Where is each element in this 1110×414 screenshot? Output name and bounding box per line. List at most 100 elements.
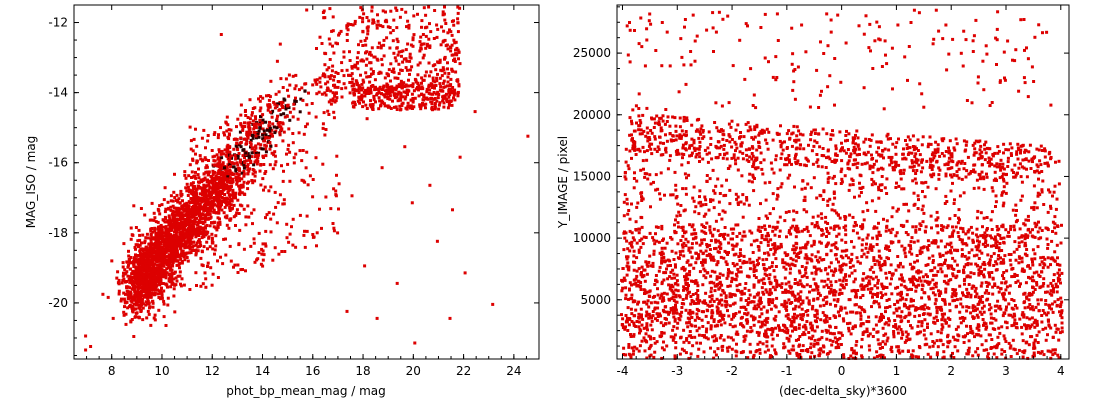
scatter-point xyxy=(139,310,143,313)
scatter-point xyxy=(182,203,186,207)
scatter-point xyxy=(1058,310,1061,314)
scatter-point xyxy=(253,149,257,152)
scatter-point xyxy=(374,100,377,104)
scatter-point xyxy=(188,234,192,238)
scatter-point xyxy=(446,75,450,79)
scatter-point xyxy=(267,211,271,215)
scatter-point xyxy=(1035,281,1039,284)
scatter-point xyxy=(975,248,979,252)
scatter-point xyxy=(171,204,175,208)
scatter-point xyxy=(172,249,176,253)
scatter-point xyxy=(433,9,437,12)
scatter-point xyxy=(187,238,191,242)
scatter-point xyxy=(147,286,151,290)
scatter-point xyxy=(1058,263,1062,267)
scatter-point xyxy=(410,201,414,205)
scatter-point xyxy=(225,177,229,181)
scatter-point xyxy=(420,76,424,80)
scatter-point xyxy=(117,292,121,296)
scatter-point xyxy=(236,163,240,167)
scatter-point xyxy=(1004,228,1008,232)
scatter-point xyxy=(403,145,407,149)
scatter-point xyxy=(121,265,125,269)
scatter-point xyxy=(340,95,344,99)
scatter-point xyxy=(198,232,202,236)
scatter-point xyxy=(364,71,368,75)
scatter-point xyxy=(143,247,147,251)
scatter-point xyxy=(188,231,192,235)
scatter-point xyxy=(301,98,305,102)
scatter-point xyxy=(444,44,448,48)
scatter-point xyxy=(157,308,161,312)
scatter-point xyxy=(962,341,966,344)
scatter-point xyxy=(249,142,253,146)
scatter-point xyxy=(1031,260,1034,264)
scatter-point xyxy=(270,128,274,132)
scatter-point xyxy=(175,213,179,217)
scatter-point xyxy=(150,291,154,295)
scatter-point xyxy=(203,213,207,217)
scatter-point xyxy=(286,88,289,92)
scatter-point xyxy=(193,219,197,223)
scatter-point xyxy=(141,318,145,322)
scatter-point xyxy=(149,241,153,245)
scatter-point xyxy=(889,348,893,351)
scatter-point xyxy=(782,304,786,308)
scatter-point xyxy=(267,94,271,97)
scatter-point xyxy=(752,274,756,278)
scatter-point xyxy=(213,154,217,158)
scatter-point xyxy=(678,312,682,316)
scatter-point xyxy=(411,82,415,86)
scatter-point xyxy=(154,276,158,279)
scatter-point xyxy=(186,236,190,240)
scatter-point xyxy=(254,153,258,157)
scatter-point xyxy=(150,288,154,292)
scatter-point xyxy=(928,345,932,349)
scatter-point xyxy=(408,52,412,56)
scatter-point xyxy=(196,230,200,234)
scatter-point xyxy=(340,87,344,91)
scatter-point xyxy=(629,333,632,336)
scatter-point xyxy=(220,191,224,195)
scatter-point xyxy=(179,257,183,261)
scatter-point xyxy=(806,309,810,312)
scatter-point xyxy=(202,128,206,132)
scatter-point xyxy=(133,296,137,299)
scatter-point xyxy=(632,282,636,286)
scatter-point xyxy=(134,247,137,251)
scatter-point xyxy=(1021,311,1025,315)
scatter-point xyxy=(236,198,240,202)
scatter-point xyxy=(123,299,127,303)
scatter-point xyxy=(226,197,230,201)
scatter-point xyxy=(257,97,260,101)
scatter-point xyxy=(862,287,866,291)
scatter-point xyxy=(315,78,319,82)
scatter-point xyxy=(814,270,818,274)
scatter-point xyxy=(205,189,209,193)
scatter-point xyxy=(138,233,142,237)
scatter-point xyxy=(996,257,1000,261)
scatter-point xyxy=(783,276,787,280)
scatter-point xyxy=(905,335,909,339)
scatter-point xyxy=(181,231,185,235)
scatter-point xyxy=(264,150,268,154)
left-scatter-plot: 8 10 12 14 16 18 20 22 24-12-14-16-18-20 phot_bp… xyxy=(24,4,540,398)
scatter-point xyxy=(926,246,929,250)
scatter-point xyxy=(394,59,398,63)
scatter-point xyxy=(961,316,965,319)
scatter-point xyxy=(1037,220,1040,224)
scatter-point xyxy=(324,128,328,131)
scatter-point xyxy=(228,163,232,166)
scatter-point xyxy=(332,78,336,82)
scatter-point xyxy=(130,272,134,276)
scatter-point xyxy=(400,102,404,106)
scatter-point xyxy=(395,8,399,12)
scatter-point xyxy=(259,106,263,110)
scatter-point xyxy=(156,247,160,251)
scatter-point xyxy=(375,87,379,91)
scatter-point xyxy=(185,182,189,186)
scatter-point xyxy=(237,242,241,246)
scatter-point xyxy=(143,213,147,217)
scatter-point xyxy=(215,228,219,232)
scatter-point xyxy=(205,208,209,212)
